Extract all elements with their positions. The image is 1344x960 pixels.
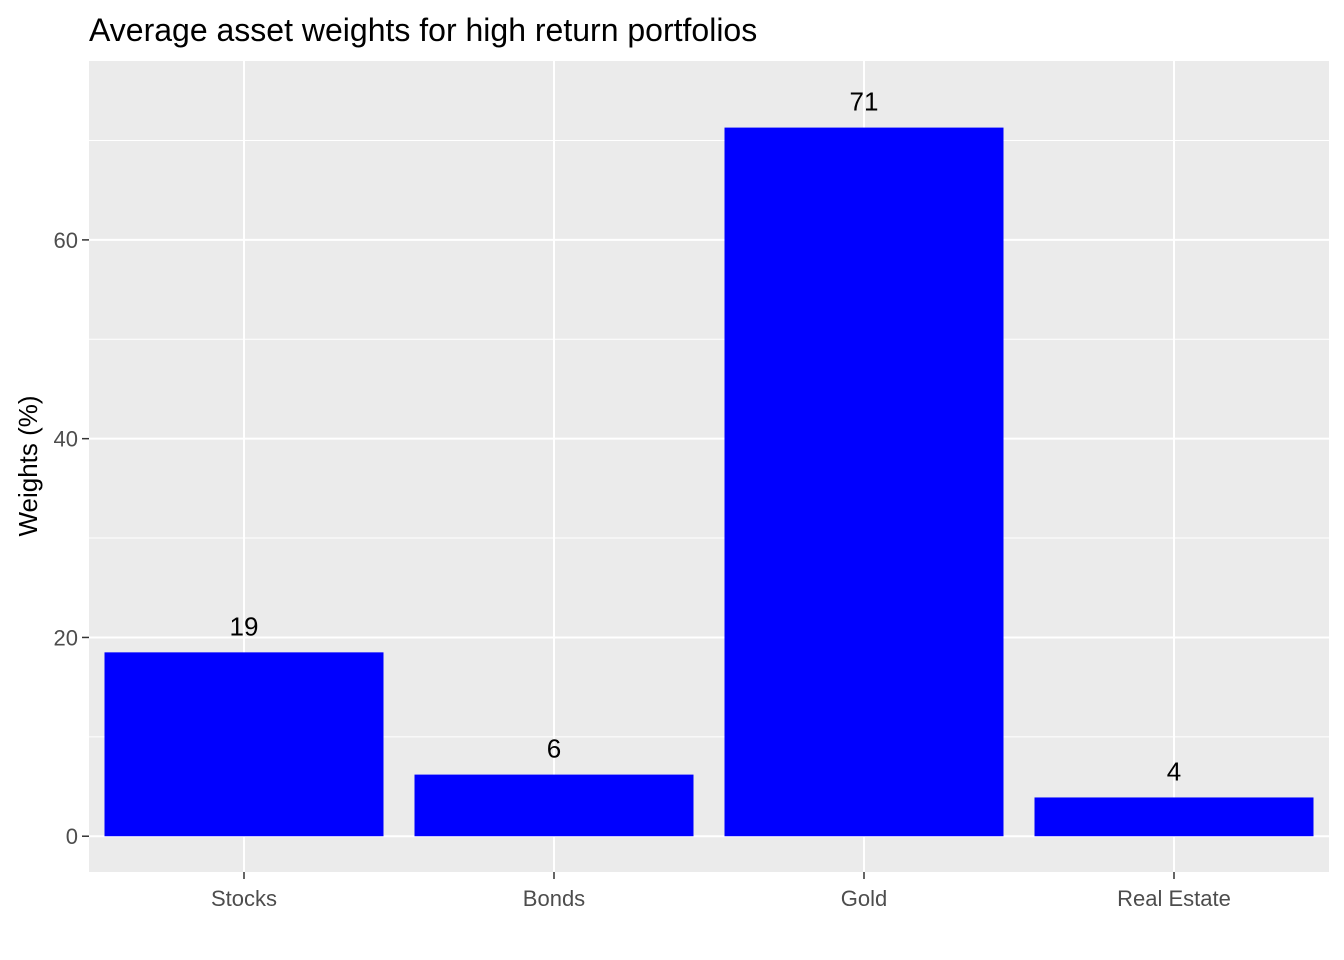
x-axis: Stocks Bonds Gold Real Estate	[211, 872, 1231, 911]
bar-gold	[724, 127, 1004, 837]
data-label: 71	[850, 87, 879, 117]
chart-title: Average asset weights for high return po…	[89, 12, 757, 48]
y-axis-title: Weights (%)	[13, 395, 43, 536]
bar-stocks	[104, 652, 384, 837]
x-tick-label: Gold	[841, 886, 887, 911]
y-axis: 0 20 40 60	[54, 228, 89, 849]
bar-real-estate	[1034, 797, 1314, 837]
x-tick-label: Stocks	[211, 886, 277, 911]
data-labels: 19 6 71 4	[230, 87, 1182, 787]
y-tick-label: 20	[54, 625, 78, 650]
y-tick-label: 60	[54, 228, 78, 253]
x-tick-label: Bonds	[523, 886, 585, 911]
data-label: 6	[547, 734, 561, 764]
data-label: 19	[230, 611, 259, 641]
y-tick-label: 40	[54, 427, 78, 452]
x-tick-label: Real Estate	[1117, 886, 1231, 911]
bar-bonds	[414, 774, 694, 837]
bars	[104, 127, 1314, 837]
y-tick-label: 0	[66, 824, 78, 849]
data-label: 4	[1167, 756, 1181, 786]
